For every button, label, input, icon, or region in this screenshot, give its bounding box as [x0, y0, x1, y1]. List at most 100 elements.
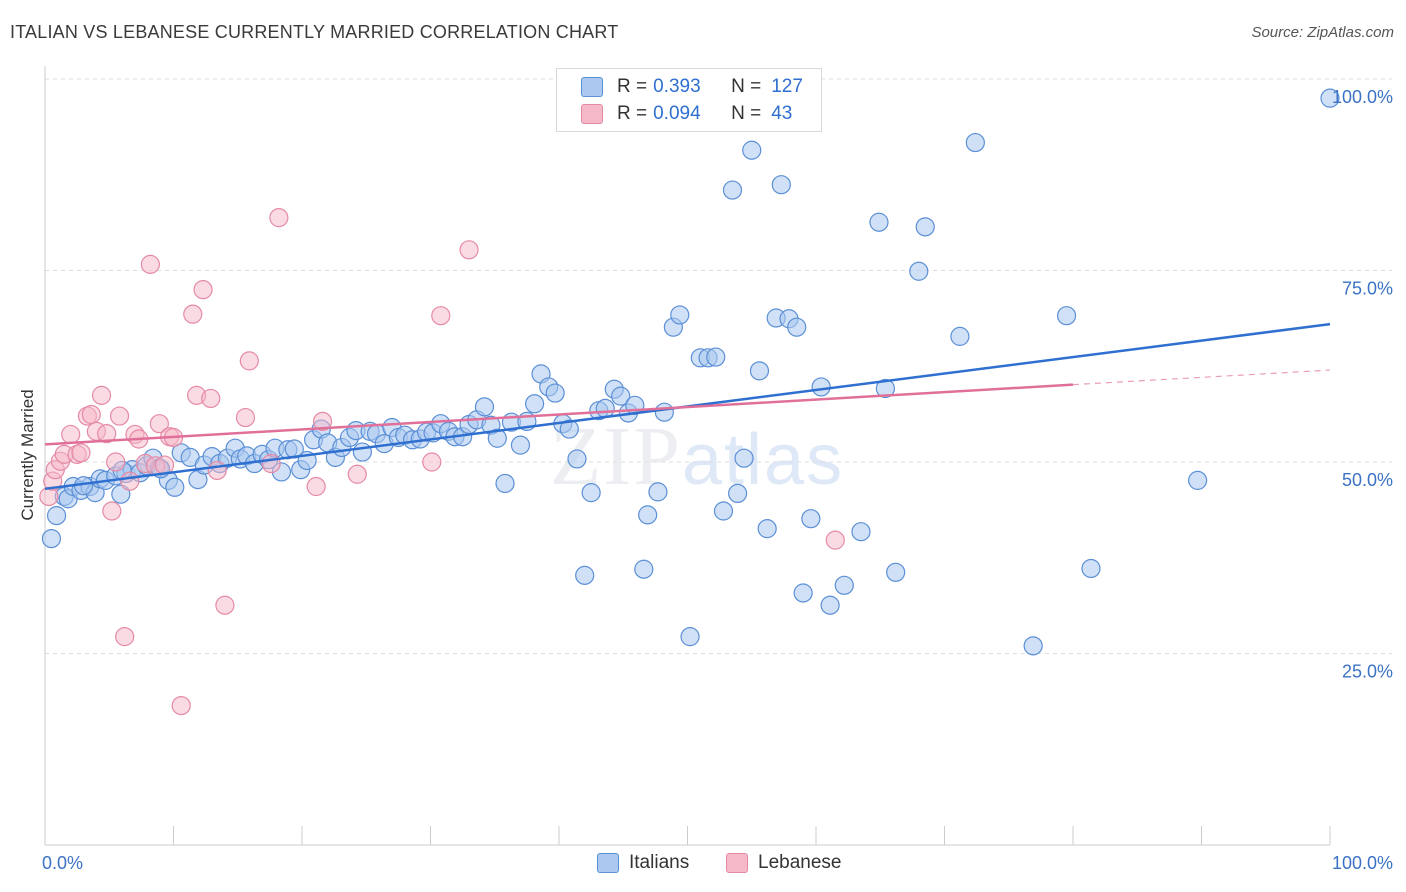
- italians-point-116: [915, 217, 935, 237]
- italians-point-63: [474, 397, 495, 417]
- italians-point-113: [875, 378, 895, 399]
- lebanese-point-33: [215, 595, 235, 615]
- tick-labels: 100.0% 75.0% 50.0% 25.0% 0.0% 100.0%: [42, 87, 1393, 873]
- bottom-italians-label: Italians: [629, 852, 690, 873]
- italians-point-103: [771, 175, 791, 195]
- lebanese-point-27: [171, 695, 191, 716]
- lebanese-point-28: [183, 304, 203, 324]
- italians-point-65: [487, 428, 507, 448]
- italians-point-108: [811, 377, 831, 397]
- series-lebanese: [39, 208, 845, 716]
- lebanese-point-41: [422, 452, 442, 472]
- lebanese-point-12: [97, 424, 117, 444]
- lebanese-point-30: [193, 280, 213, 300]
- italians-point-121: [1081, 558, 1101, 579]
- italians-point-90: [670, 305, 690, 325]
- trend-lines: [44, 322, 1331, 491]
- bottom-italians-swatch: [597, 853, 619, 873]
- italians-point-86: [638, 505, 658, 525]
- lebanese-r-label: R =: [617, 103, 648, 124]
- lebanese-point-43: [459, 240, 479, 260]
- italians-point-110: [834, 575, 854, 595]
- italians-point-105: [787, 317, 807, 337]
- bottom-legend-italians: Italians: [597, 852, 689, 874]
- italians-point-85: [634, 559, 654, 579]
- italians-r-label: R =: [617, 76, 648, 97]
- italians-point-78: [581, 483, 601, 503]
- bottom-lebanese-swatch: [726, 853, 748, 873]
- lebanese-point-16: [115, 627, 135, 647]
- italians-point-76: [567, 449, 587, 469]
- legend-row-italians: R = 0.393 N = 127: [581, 75, 803, 99]
- italians-point-87: [648, 482, 668, 502]
- lebanese-point-36: [261, 453, 281, 474]
- italians-n-value: 127: [771, 76, 803, 97]
- italians-point-97: [728, 483, 748, 504]
- series-italians: [41, 88, 1340, 656]
- lebanese-point-44: [825, 530, 845, 550]
- y-tick-label-0: 100.0%: [1332, 87, 1393, 107]
- italians-point-118: [965, 132, 985, 153]
- italians-swatch: [581, 77, 603, 97]
- y-tick-label-2: 50.0%: [1342, 470, 1393, 490]
- lebanese-point-34: [235, 407, 256, 428]
- italians-point-80: [595, 398, 615, 418]
- lebanese-point-40: [347, 464, 367, 484]
- italians-point-1: [46, 506, 67, 526]
- lebanese-trend-extension: [1072, 369, 1331, 386]
- italians-point-88: [654, 402, 674, 422]
- lebanese-point-14: [106, 452, 126, 472]
- italians-point-94: [706, 347, 726, 367]
- italians-point-107: [801, 509, 821, 529]
- italians-point-95: [713, 501, 734, 521]
- italians-point-11: [111, 484, 131, 504]
- lebanese-n-value: 43: [771, 103, 793, 124]
- lebanese-point-24: [154, 455, 175, 475]
- italians-point-66: [495, 473, 515, 494]
- italians-point-120: [1056, 306, 1077, 326]
- y-tick-label-3: 25.0%: [1342, 662, 1393, 682]
- italians-point-46: [352, 442, 372, 462]
- italians-point-19: [165, 477, 185, 497]
- italians-point-114: [886, 562, 906, 582]
- chart-title: ITALIAN VS LEBANESE CURRENTLY MARRIED CO…: [10, 22, 619, 42]
- axes: [44, 66, 1331, 846]
- lebanese-point-5: [61, 424, 81, 445]
- lebanese-n-label: N =: [731, 103, 762, 124]
- lebanese-point-21: [140, 254, 160, 274]
- italians-point-82: [611, 386, 631, 406]
- italians-point-122: [1188, 470, 1208, 490]
- lebanese-point-35: [239, 351, 259, 371]
- italians-point-123: [1320, 88, 1340, 108]
- italians-point-112: [869, 212, 889, 232]
- italians-point-109: [820, 595, 840, 615]
- lebanese-point-38: [306, 476, 326, 497]
- lebanese-point-13: [102, 501, 122, 521]
- italians-point-73: [545, 383, 565, 403]
- bottom-legend: Italians Lebanese: [0, 852, 1406, 876]
- italians-point-98: [734, 448, 754, 468]
- lebanese-point-17: [120, 471, 140, 491]
- lebanese-point-39: [312, 411, 333, 432]
- italians-r-value: 0.393: [653, 76, 701, 97]
- lebanese-swatch: [581, 104, 603, 124]
- italians-point-101: [757, 519, 777, 539]
- watermark-atlas: atlas: [682, 420, 845, 500]
- lebanese-point-31: [201, 388, 221, 409]
- legend: R = 0.393 N = 127 R = 0.094 N = 43: [556, 68, 822, 132]
- lebanese-point-42: [431, 306, 451, 326]
- bottom-legend-lebanese: Lebanese: [726, 852, 841, 874]
- italians-point-117: [950, 326, 970, 346]
- italians-point-70: [524, 394, 545, 414]
- italians-point-100: [749, 361, 770, 381]
- legend-row-lebanese: R = 0.094 N = 43: [581, 102, 792, 126]
- italians-n-label: N =: [731, 76, 762, 97]
- italians-point-75: [559, 419, 579, 439]
- source-note: Source: ZipAtlas.com: [1251, 24, 1394, 41]
- italians-point-0: [41, 528, 62, 549]
- italians-point-77: [575, 565, 595, 585]
- lebanese-point-9: [81, 404, 101, 425]
- lebanese-point-23: [149, 414, 169, 434]
- italians-point-115: [909, 261, 929, 281]
